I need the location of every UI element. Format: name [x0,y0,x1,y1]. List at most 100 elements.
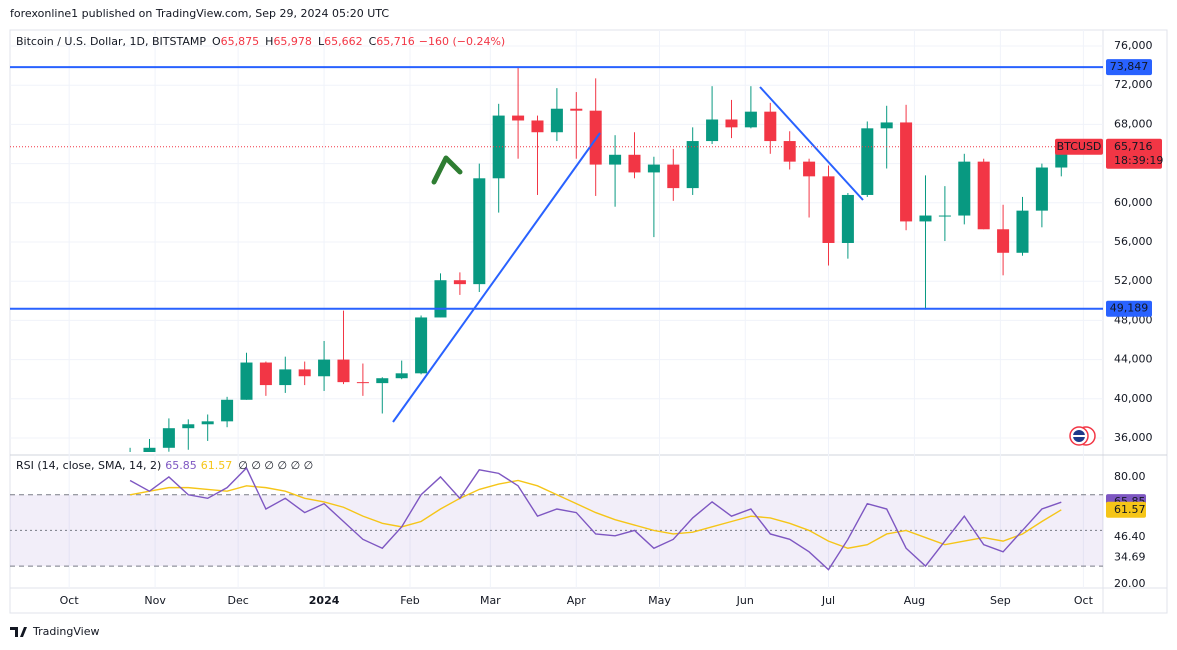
candle-body [764,111,777,142]
candle-body [977,161,990,230]
x-tick-label: May [648,594,671,607]
price-tag [1106,138,1162,169]
x-tick-label: Sep [990,594,1011,607]
candle-body [1035,167,1048,211]
candle-body [647,164,660,173]
candle-body [337,359,350,383]
ohlc-value: 65,875 [221,35,260,48]
sma-tag [1106,501,1146,518]
y-tick-label: 40,000 [1114,392,1153,405]
candle-body [744,111,757,128]
rsi-line [129,466,1062,571]
y-tick-label: 60,000 [1114,196,1153,209]
rsi-title: RSI (14, close, SMA, 14, 2) [16,459,161,472]
x-tick-label: 2024 [309,594,340,607]
level-label: 49,189 [1110,302,1149,315]
candle-body [240,362,253,400]
level-tag [1106,59,1152,76]
sma-value-label: 61.57 [1114,503,1146,516]
x-tick-label: Oct [1074,594,1094,607]
symbol-label: BTCUSD [1057,140,1102,153]
y-tick-label: 72,000 [1114,78,1153,91]
sma-value: 61.57 [201,459,233,472]
candle-body [686,141,699,189]
ohlc-value: 65,716 [376,35,415,48]
candle-body [453,280,466,285]
ohlc-key: L [318,35,325,48]
x-tick-label: Feb [400,594,419,607]
y-tick-label: 68,000 [1114,117,1153,130]
candle-body [376,378,389,384]
candle-body [938,215,951,217]
candle-body [356,382,369,384]
candle-body [783,141,796,162]
rsi-marker: 34.69 [1114,551,1146,564]
candle-body [395,373,408,379]
x-tick-label: Jun [736,594,754,607]
candle-body [861,128,874,195]
y-tick-label: 52,000 [1114,274,1153,287]
rsi-value: 65.85 [165,459,197,472]
brand: TradingView [32,625,99,638]
x-tick-label: Jul [821,594,835,607]
candle-body [609,154,622,165]
y-tick-label: 80.00 [1114,470,1146,483]
arrow [431,155,463,185]
x-tick-label: Apr [567,594,587,607]
candle-body [706,119,719,142]
rsi-sma-line [129,479,1062,549]
candle-body [259,362,272,386]
candle-body [841,194,854,243]
candle-body [162,428,175,448]
candle-body [628,154,641,173]
candle-body [880,122,893,129]
symbol-legend: Bitcoin / U.S. Dollar, 1D, BITSTAMP O65,8… [16,35,505,48]
candle-body [958,161,971,216]
y-tick-label: 76,000 [1114,39,1153,52]
ohlc-value: 65,978 [273,35,312,48]
candle-body [221,399,234,422]
candle-body [182,424,195,429]
x-tick-label: Aug [904,594,925,607]
candle-body [279,369,292,386]
candle-body [473,178,486,285]
candle-body [512,115,525,121]
candle-body [667,164,680,189]
candle-body [1016,210,1029,253]
candle-body [997,229,1010,253]
publisher: forexonline1 published on TradingView.co… [10,7,389,20]
candle-body [531,120,544,133]
candle-body [725,119,738,128]
flag-icon [1069,426,1096,446]
symbol: Bitcoin / U.S. Dollar, 1D, BITSTAMP [16,35,206,48]
y-tick-label: 44,000 [1114,353,1153,366]
candle-body [415,317,428,374]
candle-body [434,280,447,318]
trend-line [392,132,601,423]
rsi-flags: ∅ ∅ ∅ ∅ ∅ ∅ [238,459,313,472]
countdown: 18:39:19 [1114,154,1163,167]
ohlc-key: C [369,35,377,48]
x-tick-label: Mar [480,594,501,607]
candle-body [919,215,932,222]
candle-body [492,115,505,179]
rsi-marker: 46.40 [1114,530,1146,543]
candle-body [318,359,331,377]
candle-body [201,421,214,425]
level-label: 73,847 [1110,60,1149,73]
candle-body [900,122,913,222]
change: −160 (−0.24%) [419,35,505,48]
level-tag [1106,300,1152,317]
last-price-label: 65,716 [1114,140,1153,153]
candle-body [822,176,835,243]
ohlc-key: H [265,35,273,48]
candle-body [803,161,816,177]
ohlc-value: 65,662 [324,35,363,48]
x-tick-label: Nov [144,594,166,607]
x-tick-label: Oct [60,594,80,607]
candle-body [298,369,311,377]
logo [10,627,27,637]
trend-line [759,86,864,201]
y-tick-label: 36,000 [1114,431,1153,444]
